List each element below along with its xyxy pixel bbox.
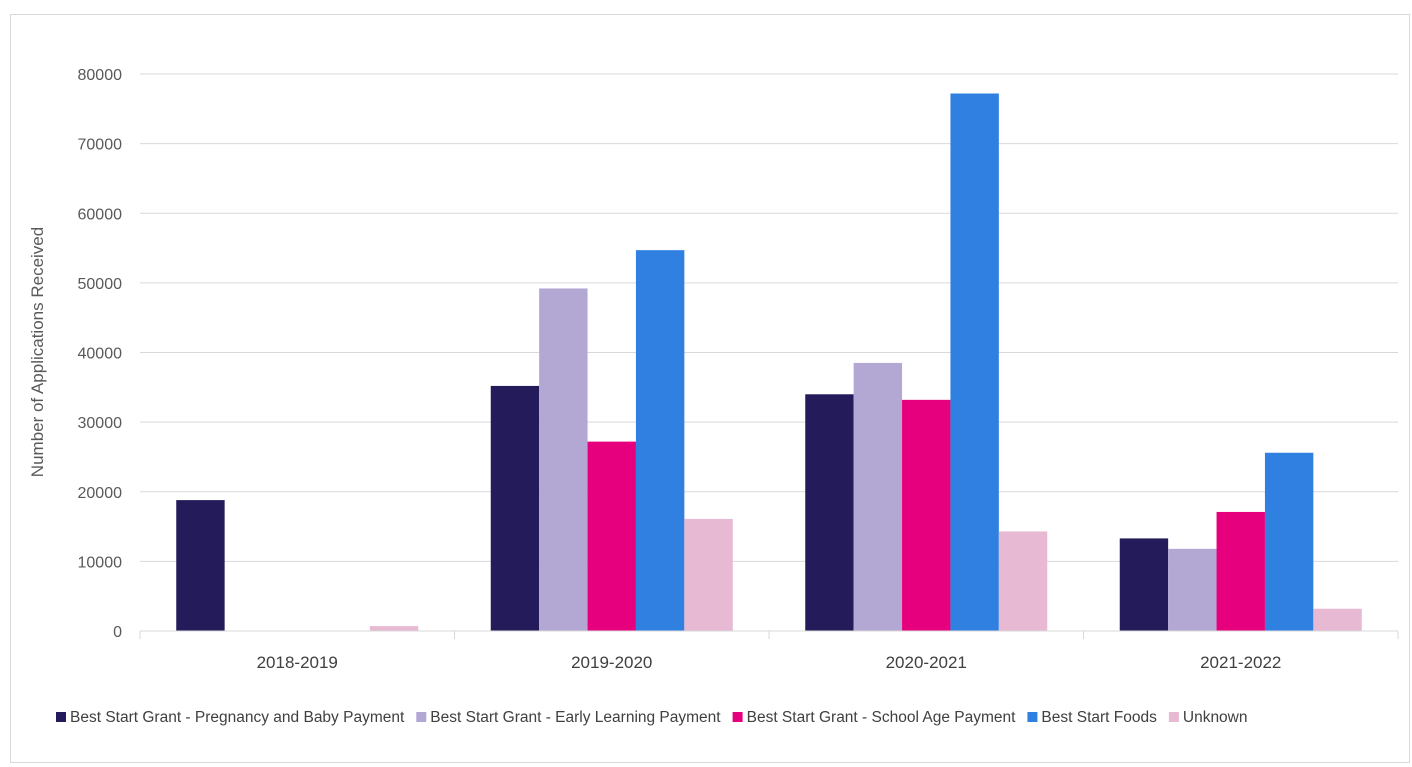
y-tick-label: 10000 <box>78 554 123 571</box>
axes: 0 10000 20000 30000 40000 50000 60000 70000 8000… <box>78 67 1399 672</box>
legend-swatch <box>732 712 743 722</box>
x-category-label: 2021-2022 <box>1200 653 1281 672</box>
bar <box>1119 538 1169 631</box>
legend-label: Best Start Grant - Pregnancy and Baby Pa… <box>70 709 405 726</box>
x-category-label: 2018-2019 <box>257 653 338 672</box>
legend-label: Best Start Foods <box>1041 709 1157 726</box>
bar <box>539 288 588 631</box>
y-tick-label: 60000 <box>78 206 123 223</box>
bar <box>176 500 225 631</box>
y-tick-label: 20000 <box>78 485 123 502</box>
legend: Best Start Grant - Pregnancy and Baby Pa… <box>56 709 1248 726</box>
bar <box>369 626 419 631</box>
bar <box>1168 548 1217 631</box>
legend-swatch <box>1168 712 1179 722</box>
bar <box>1216 511 1265 631</box>
bar <box>853 362 903 631</box>
gridlines <box>140 73 1398 562</box>
legend-label: Best Start Grant - Early Learning Paymen… <box>430 709 721 726</box>
bar <box>998 531 1048 631</box>
y-tick-label: 70000 <box>78 137 123 154</box>
legend-label: Best Start Grant - School Age Payment <box>747 709 1016 726</box>
x-category-label: 2019-2020 <box>571 653 652 672</box>
y-tick-label: 30000 <box>78 415 123 432</box>
bars <box>176 93 1362 632</box>
bar <box>587 441 636 631</box>
x-category-label: 2020-2021 <box>886 653 967 672</box>
bar <box>1313 608 1362 631</box>
bar <box>950 93 999 632</box>
bar <box>805 394 854 631</box>
bar <box>902 399 951 631</box>
bar <box>635 250 685 631</box>
y-tick-label: 50000 <box>78 276 123 293</box>
legend-label: Unknown <box>1183 709 1248 726</box>
y-tick-label: 40000 <box>78 346 123 363</box>
chart-frame <box>10 14 1410 763</box>
y-axis-title: Number of Applications Received <box>28 227 47 477</box>
bar <box>490 385 540 631</box>
y-tick-label: 0 <box>113 624 122 641</box>
legend-swatch <box>416 712 427 722</box>
bar <box>1264 452 1314 631</box>
legend-swatch <box>56 712 66 722</box>
legend-swatch <box>1027 712 1038 722</box>
y-tick-label: 80000 <box>78 67 123 84</box>
bar <box>684 518 733 631</box>
